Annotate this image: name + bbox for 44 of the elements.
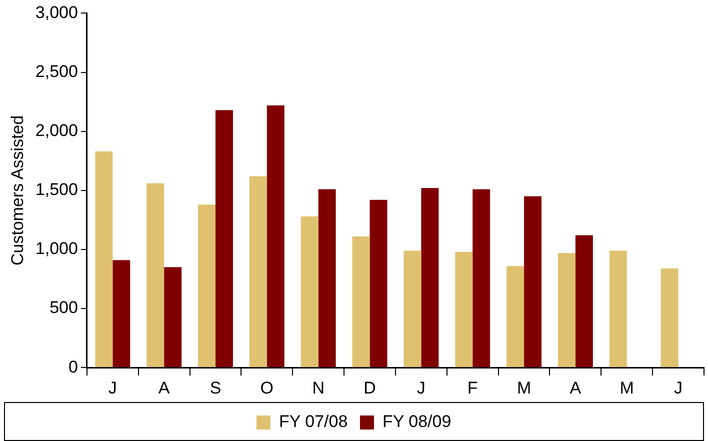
x-tick-label: A	[570, 378, 582, 398]
y-axis-title: Customers Assisted	[8, 115, 27, 266]
bar	[421, 188, 439, 368]
bar	[660, 268, 678, 368]
x-tick-label: J	[674, 378, 683, 398]
x-tick-label: M	[620, 378, 634, 398]
y-tick-label: 500	[50, 298, 78, 318]
x-tick-label: D	[364, 378, 376, 398]
x-tick-label: O	[260, 378, 274, 398]
y-tick-label: 1,000	[35, 239, 78, 258]
legend-label: FY 08/09	[382, 412, 452, 432]
bar	[164, 267, 182, 368]
x-tick-label: J	[108, 378, 117, 398]
bar	[300, 216, 318, 368]
bar	[249, 176, 267, 368]
bar	[558, 253, 576, 368]
y-tick-label: 2,000	[35, 121, 78, 140]
legend-label: FY 07/08	[279, 412, 348, 432]
bar	[455, 252, 473, 368]
bar	[266, 105, 284, 368]
y-tick-label: 2,500	[35, 62, 78, 81]
bar	[112, 260, 130, 368]
y-tick-label: 1,500	[35, 180, 78, 200]
bar	[575, 235, 593, 368]
bar	[506, 266, 524, 368]
bar	[524, 196, 542, 368]
bar	[146, 183, 164, 368]
y-tick-label: 0	[68, 357, 78, 376]
bar	[370, 200, 388, 368]
bar	[215, 110, 233, 368]
bar	[198, 204, 216, 368]
x-tick-label: A	[158, 378, 170, 398]
bar	[404, 250, 422, 368]
x-tick-label: F	[467, 378, 478, 398]
x-tick-label: N	[312, 378, 324, 398]
bar	[352, 236, 370, 368]
bar	[318, 189, 336, 368]
x-tick-label: M	[516, 378, 532, 398]
bar	[95, 151, 113, 368]
bar	[609, 250, 627, 368]
y-tick-label: 3,000	[35, 2, 78, 22]
x-tick-label: S	[210, 378, 222, 398]
bar	[472, 189, 490, 368]
x-tick-label: J	[416, 378, 426, 398]
